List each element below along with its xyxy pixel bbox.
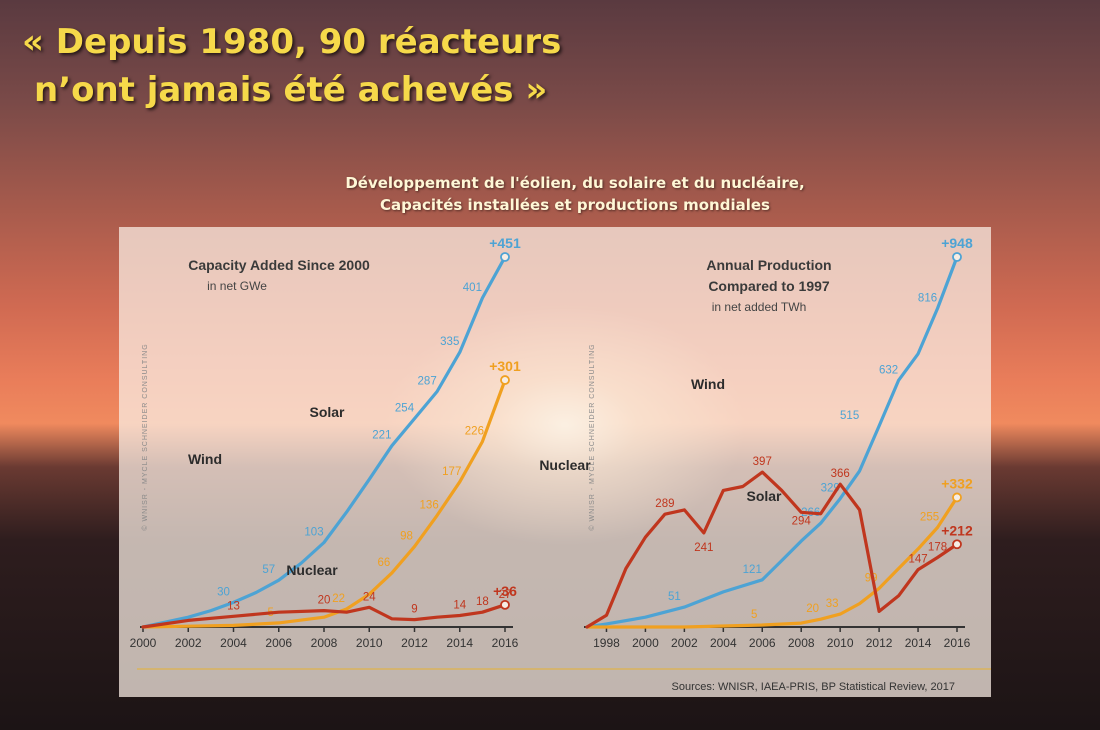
chart2-solar-end-marker <box>952 492 962 503</box>
chart2-x-tick-label: 2016 <box>944 636 971 650</box>
charts-svg: © WNISR - MYCLE SCHNEIDER CONSULTING Capa… <box>130 235 991 693</box>
chart2-wind-data-label: 121 <box>743 564 762 576</box>
slide-title-line-1: « Depuis 1980, 90 réacteurs <box>22 22 562 62</box>
chart2-x-tick-label: 2012 <box>866 636 893 650</box>
chart-heading-line-2: Capacités installées et productions mond… <box>380 196 770 214</box>
chart2-nuclear-data-label: 147 <box>908 554 927 566</box>
chart1-wind-series-label: Wind <box>188 451 222 467</box>
chart1-wind-data-label: 401 <box>463 282 482 294</box>
chart2-nuclear-data-label: 397 <box>753 456 772 468</box>
chart2-solar-data-label: 255 <box>920 511 939 523</box>
chart2-solar-end-label: +332 <box>941 475 973 491</box>
chart1-solar-end-label: +301 <box>489 358 521 374</box>
chart1-nuclear-line <box>141 603 507 629</box>
chart1-wind-end-label: +451 <box>489 235 521 251</box>
chart1-nuclear-data-label: 14 <box>453 600 466 612</box>
chart1-solar-data-label: 22 <box>332 593 345 605</box>
chart1-x-tick-label: 2010 <box>356 636 383 650</box>
chart2-wind-data-label: 816 <box>918 293 937 305</box>
chart2-title-line-2: Compared to 1997 <box>708 278 830 294</box>
chart1-nuclear-end-label: +36 <box>493 583 517 599</box>
chart1-solar-data-label: 98 <box>400 531 413 543</box>
chart1-nuclear-data-label: 20 <box>318 595 331 607</box>
chart2-watermark: © WNISR - MYCLE SCHNEIDER CONSULTING <box>588 343 596 530</box>
chart1-x-tick-label: 2008 <box>311 636 338 650</box>
chart1-x-tick-label: 2004 <box>220 636 247 650</box>
chart2-nuclear-data-label: 289 <box>655 498 674 510</box>
chart2-nuclear-line <box>585 470 959 629</box>
chart1-nuclear-data-label: 18 <box>476 596 489 608</box>
chart1-nuclear-series-label: Nuclear <box>286 562 338 578</box>
chart2-x-tick-label: 2008 <box>788 636 815 650</box>
chart1-wind-data-label: 30 <box>217 586 230 598</box>
chart2-x-tick-label: 2006 <box>749 636 776 650</box>
chart1-nuclear-data-label: 27 <box>499 589 512 601</box>
chart1-x-tick-label: 2012 <box>401 636 428 650</box>
chart1-wind-data-label: 335 <box>440 336 459 348</box>
chart2-x-tick-label: 2000 <box>632 636 659 650</box>
chart1-wind-data-label: 221 <box>372 430 391 442</box>
chart2-nuclear-data-label: 178 <box>928 542 947 554</box>
chart2-solar-data-label: 5 <box>751 609 757 621</box>
chart2-x-tick-label: 2010 <box>827 636 854 650</box>
chart2-solar-line <box>585 495 959 629</box>
chart1-nuclear-end-marker <box>500 599 510 610</box>
chart2-wind-data-label: 515 <box>840 410 859 422</box>
chart2-solar-data-label: 20 <box>806 603 819 615</box>
chart2-wind-end-label: +948 <box>941 235 973 251</box>
chart2-nuclear-series-label: Nuclear <box>539 457 591 473</box>
chart2-wind-end-marker <box>952 252 962 262</box>
chart1-solar-data-label: 66 <box>377 557 390 569</box>
chart2-nuclear-end-label: +212 <box>941 522 973 538</box>
chart1-solar-data-label: 177 <box>442 466 461 478</box>
chart1-solar-line <box>141 378 507 629</box>
chart1-wind-data-label: 287 <box>418 376 437 388</box>
chart2-nuclear-data-label: 294 <box>792 515 812 527</box>
chart1-x-tick-label: 2000 <box>130 636 157 650</box>
chart2-x-tick-label: 1998 <box>593 636 620 650</box>
chart2-subtitle: in net added TWh <box>712 300 807 314</box>
chart1-solar-series-label: Solar <box>309 404 345 420</box>
chart1-wind-end-marker <box>500 252 510 262</box>
chart2-x-tick-label: 2002 <box>671 636 698 650</box>
chart2-wind-series-label: Wind <box>691 376 725 392</box>
chart1-nuclear-data-label: 24 <box>363 591 376 603</box>
chart2-solar-data-label: 33 <box>826 598 839 610</box>
chart-heading: Développement de l'éolien, du solaire et… <box>180 172 970 216</box>
chart1-solar-end-marker <box>500 375 510 385</box>
chart1-x-tick-label: 2002 <box>175 636 202 650</box>
chart1-x-tick-label: 2014 <box>446 636 473 650</box>
chart2-x-tick-label: 2014 <box>905 636 932 650</box>
chart2-wind-line <box>585 255 959 629</box>
chart1-nuclear-data-label: 13 <box>227 600 240 612</box>
chart1-wind-data-label: 103 <box>304 526 323 538</box>
chart1-subtitle: in net GWe <box>207 279 267 293</box>
slide-title: « Depuis 1980, 90 réacteurs n’ont jamais… <box>22 18 561 114</box>
chart-panel: © WNISR - MYCLE SCHNEIDER CONSULTING Capa… <box>119 227 991 697</box>
chart1-nuclear-data-label: 9 <box>411 604 417 616</box>
chart1-watermark: © WNISR - MYCLE SCHNEIDER CONSULTING <box>141 343 149 530</box>
chart1-title: Capacity Added Since 2000 <box>188 257 370 273</box>
chart1-solar-data-label: 136 <box>420 499 439 511</box>
slide-title-line-2: n’ont jamais été achevés » <box>34 70 548 110</box>
chart1-wind-line <box>141 255 507 629</box>
chart2-nuclear-end-marker <box>952 539 962 550</box>
chart2-x-tick-label: 2004 <box>710 636 737 650</box>
chart-heading-line-1: Développement de l'éolien, du solaire et… <box>345 174 805 192</box>
chart1-solar-data-label: 226 <box>465 426 484 438</box>
chart1-wind-data-label: 57 <box>262 564 275 576</box>
chart2-nuclear-data-label: 241 <box>694 542 713 554</box>
chart2-solar-series-label: Solar <box>746 488 782 504</box>
chart2-wind-data-label: 632 <box>879 364 898 376</box>
chart1-wind-data-label: 254 <box>395 403 415 415</box>
chart1-x-tick-label: 2006 <box>265 636 292 650</box>
chart1-x-tick-label: 2016 <box>492 636 519 650</box>
sources-note: Sources: WNISR, IAEA-PRIS, BP Statistica… <box>672 681 955 693</box>
chart2-title-line-1: Annual Production <box>706 257 831 273</box>
chart2-nuclear-data-label: 366 <box>831 468 850 480</box>
chart2-wind-data-label: 51 <box>668 591 681 603</box>
